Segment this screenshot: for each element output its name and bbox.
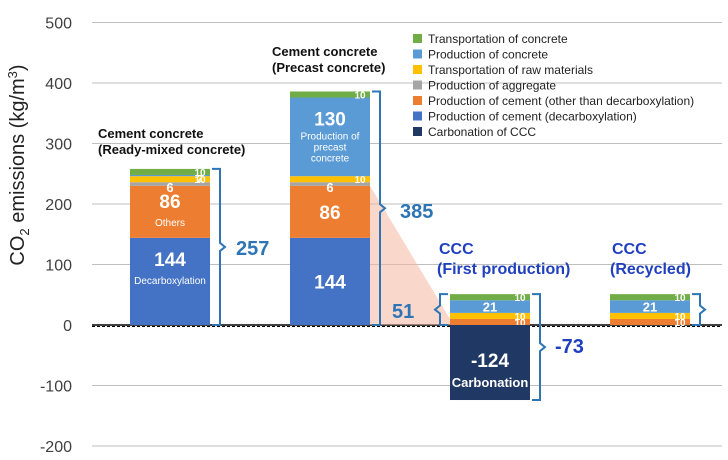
y-tick-label: 300 [45, 137, 72, 154]
bar-value-label: 86 [159, 192, 180, 213]
bar-segment-transport_concrete [130, 168, 210, 175]
bar-segment-production_concrete [450, 300, 530, 313]
bar-segment-production_concrete [130, 174, 210, 177]
bar-segment-transport_raw [290, 176, 370, 183]
legend-swatch [413, 65, 422, 74]
y-axis: -200 -100 0 100 200 300 400 500 CO2 emissions (k… [5, 16, 72, 457]
total-label: 257 [236, 238, 269, 260]
bar-segment-carbonation [450, 325, 530, 401]
bar-value-label: 10 [354, 175, 366, 186]
y-tick-label: 100 [45, 258, 72, 275]
y-axis-label: CO2 emissions (kg/m3) [5, 64, 32, 265]
bar-title: Cement concrete [272, 44, 377, 59]
bar-segment-transport_concrete [610, 294, 690, 301]
bar-title: (Precast concrete) [272, 60, 385, 75]
bar-title: (First production) [437, 261, 570, 278]
bar-title: CCC [439, 241, 474, 258]
bar-value-label: 130 [314, 110, 346, 131]
bar-value-label: 6 [326, 180, 333, 195]
bar-value-label: 144 [154, 250, 186, 271]
bar-value-label: 2 [197, 174, 203, 185]
bar-value-label: 10 [514, 293, 526, 304]
legend-swatch [413, 111, 422, 121]
bar-segment-production_concrete [290, 97, 370, 177]
total-bracket [372, 90, 387, 326]
bar-note-label: Others [155, 218, 185, 229]
bar-value-label: 10 [674, 293, 686, 304]
bar-segment-transport_raw [450, 312, 530, 319]
bar-value-label: 10 [514, 312, 526, 323]
total-label: 385 [400, 201, 433, 223]
bar-segment-transport_concrete [290, 91, 370, 98]
bar-segment-transport_raw [130, 176, 210, 183]
bar-segment-aggregate [290, 182, 370, 186]
y-tick-label: -200 [40, 439, 72, 456]
total-label: 51 [392, 301, 414, 323]
bar-segment-transport_concrete [450, 294, 530, 301]
bar-title: Cement concrete [98, 126, 203, 141]
y-tick-label: 0 [63, 318, 72, 335]
bar-value-label: 144 [314, 272, 346, 293]
legend-label: Production of cement (decarboxylation) [428, 110, 637, 124]
y-tick-label: 500 [45, 16, 72, 33]
net-total-bracket [532, 293, 547, 402]
bar-segment-cement_other [610, 318, 690, 325]
bar-value-label: 86 [319, 203, 340, 224]
bar-note-label: Production of [301, 132, 360, 143]
bar-note-label: Carbonation [452, 375, 529, 390]
bar-value-label: 21 [643, 300, 657, 315]
net-total-label: -73 [555, 336, 584, 358]
legend-label: Production of concrete [428, 48, 548, 62]
legend-label: Transportation of raw materials [428, 63, 593, 77]
bar-value-label: 6 [166, 180, 173, 195]
legend-swatch [413, 96, 422, 105]
legend-label: Carbonation of CCC [428, 125, 536, 139]
legend-label: Production of aggregate [428, 79, 556, 93]
bar-note-label: concrete [311, 154, 350, 165]
y-tick-label: 200 [45, 197, 72, 214]
legend-swatch [413, 127, 422, 136]
reduction-wedge [370, 185, 450, 325]
bar-note-label: precast [314, 143, 347, 154]
y-tick-label: -100 [40, 379, 72, 396]
legend: Transportation of concrete Production of … [413, 32, 694, 139]
bar-note-label: Decarboxylation [134, 276, 206, 287]
bar-value-label: -124 [471, 351, 509, 372]
bar-title: CCC [612, 241, 647, 258]
legend-label: Transportation of concrete [428, 32, 568, 46]
legend-label: Production of cement (other than decarbo… [428, 94, 694, 108]
legend-swatch [413, 34, 422, 43]
annotations: Cement concrete(Ready-mixed concrete)Cem… [98, 44, 707, 402]
bar-segment-production_concrete [610, 300, 690, 313]
bar-value-label: 10 [194, 175, 206, 186]
bar-title: (Ready-mixed concrete) [98, 142, 245, 157]
bar-value-label: 10 [354, 90, 366, 101]
bar-segment-cement_other [130, 185, 210, 238]
y-tick-label: 400 [45, 76, 72, 93]
total-bracket [212, 167, 227, 326]
bar-segment-cement_decarb [130, 237, 210, 325]
bar-segment-cement_other [450, 318, 530, 325]
bar-value-label: 10 [194, 168, 206, 179]
legend-swatch [413, 80, 422, 90]
total-bracket [692, 293, 707, 326]
bar-segment-cement_other [290, 185, 370, 238]
bar-title: (Recycled) [610, 261, 691, 278]
bar-value-label: 21 [483, 300, 497, 315]
bar-segment-cement_decarb [290, 237, 370, 325]
legend-swatch [413, 49, 422, 59]
bar-value-label: 10 [674, 312, 686, 323]
total-bracket [433, 293, 448, 326]
bar-segment-aggregate [130, 182, 210, 186]
bar-segment-transport_raw [610, 312, 690, 319]
bar-value-label: 10 [514, 318, 526, 329]
bar-value-label: 10 [674, 318, 686, 329]
